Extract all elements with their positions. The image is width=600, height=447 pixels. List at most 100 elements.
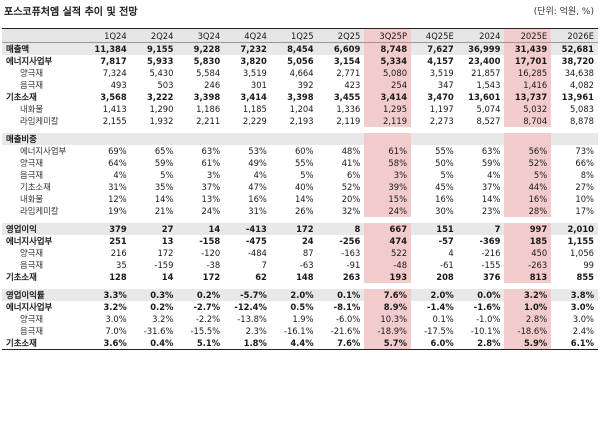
col-header: 1Q25 (270, 28, 318, 43)
row-label: 음극재 (20, 80, 44, 90)
row-label: 매출비중 (2, 133, 84, 145)
table-cell: 13,737 (504, 91, 552, 103)
table-cell: 5,083 (570, 104, 594, 114)
row-label: 에너지사업부 (6, 302, 53, 312)
table-cell: 55% (294, 158, 314, 168)
table-cell: 667 (364, 223, 412, 235)
table-title: 포스코퓨처엠 실적 추이 및 전망 (4, 7, 138, 18)
table-cell: 56% (504, 145, 552, 157)
table-cell: 246 (204, 80, 221, 90)
table-row: 양극재 7,324 5,430 5,584 3,519 4,664 2,771 5,080 3,… (2, 67, 598, 79)
table-cell: 7.6% (364, 289, 412, 301)
table-cell: 4,157 (427, 56, 454, 66)
table-cell: 59% (154, 158, 174, 168)
table-cell: 5,032 (504, 103, 552, 115)
table-cell: 36,999 (457, 42, 505, 55)
table-cell: 3.0% (570, 302, 594, 312)
table-cell: -17.5% (424, 326, 454, 336)
table-cell: 0.2% (177, 289, 225, 301)
table-cell: 5.7% (364, 337, 412, 350)
table-cell: 73% (575, 146, 594, 156)
table-cell: 5% (300, 170, 314, 180)
table-cell (270, 133, 318, 145)
table-cell: -18.6% (504, 325, 552, 337)
table-cell: 2.3% (245, 326, 267, 336)
table-cell: 63% (201, 146, 221, 156)
table-cell: 423 (344, 80, 361, 90)
col-header: 2Q24 (130, 28, 178, 43)
table-cell: -2.2% (195, 314, 221, 324)
row-label: 기초소재 (6, 92, 37, 102)
table-cell: 0.2% (150, 302, 174, 312)
table-cell (504, 133, 552, 145)
table-cell (84, 133, 131, 145)
table-cell: 5% (160, 170, 174, 180)
table-cell: 4.4% (270, 337, 318, 350)
table-cell: 1,295 (364, 103, 412, 115)
table-cell: -13.8% (237, 314, 267, 324)
table-cell: 23% (481, 206, 501, 216)
table-row: 라임케미칼 2,155 1,932 2,211 2,229 2,193 2,119 2,119… (2, 115, 598, 127)
table-cell: 6.0% (411, 337, 458, 350)
row-label: 에너지사업부 (20, 146, 67, 156)
table-cell: 392 (297, 80, 314, 90)
table-cell: 26% (294, 206, 314, 216)
table-cell: 63% (481, 146, 501, 156)
table-cell: 450 (504, 247, 552, 259)
row-label: 내화물 (20, 104, 44, 114)
table-cell: -16.1% (283, 326, 314, 336)
table-cell: 12% (108, 194, 127, 204)
table-cell: 14 (161, 272, 174, 282)
table-cell: 5.1% (177, 337, 225, 350)
table-row: 에너지사업부 3.2% 0.2% -2.7% -12.4% 0.5% -8.1% 8.9% -1… (2, 301, 598, 313)
table-cell: -63 (299, 260, 314, 270)
table-cell: 39% (364, 181, 412, 193)
row-label: 라임케미칼 (20, 206, 59, 216)
table-cell: 3,568 (100, 92, 127, 102)
table-cell: 522 (364, 247, 412, 259)
table-cell: 2,211 (196, 116, 221, 126)
table-cell: -18.9% (364, 325, 412, 337)
table-cell: 1,932 (149, 116, 174, 126)
table-cell: 5,056 (287, 56, 314, 66)
table-cell: 7,817 (100, 56, 127, 66)
table-cell: 5,830 (193, 56, 221, 66)
table-cell: 38,720 (561, 56, 594, 66)
table-cell: 0.5% (290, 302, 314, 312)
table-cell: 7,627 (411, 42, 458, 55)
table-cell: 813 (504, 271, 552, 283)
table-cell: 172 (270, 223, 318, 235)
table-cell: 254 (364, 79, 412, 91)
table-cell: 20% (341, 194, 361, 204)
table-cell: 2.8% (457, 337, 505, 350)
table-cell: 3,414 (364, 91, 412, 103)
table-cell: -484 (247, 248, 267, 258)
table-row: 기초소재 128 14 172 62 148 263 193 208 376 813 855 (2, 271, 598, 283)
table-cell: 49% (248, 158, 267, 168)
table-cell (224, 133, 271, 145)
table-cell: 2,273 (429, 116, 454, 126)
table-cell: 28% (504, 205, 552, 217)
row-label: 에너지사업부 (6, 56, 53, 66)
col-header: 2026E (551, 28, 598, 43)
table-cell: -163 (341, 248, 361, 258)
header-corner (2, 28, 84, 43)
table-cell: 65% (154, 146, 174, 156)
table-cell: 2,229 (242, 116, 267, 126)
table-row: 매출비중 (2, 133, 598, 145)
table-cell: 60% (294, 146, 314, 156)
table-cell: 1,413 (102, 104, 127, 114)
col-header: 2025E (504, 28, 552, 43)
table-cell: 503 (157, 80, 174, 90)
table-cell: 44% (504, 181, 552, 193)
table-cell: -21.6% (330, 326, 361, 336)
row-label: 라임케미칼 (20, 116, 59, 126)
table-cell: 14% (294, 194, 314, 204)
table-cell: 35% (154, 182, 174, 192)
header-row: 1Q24 2Q24 3Q24 4Q24 1Q25 2Q25 3Q25P 4Q25… (2, 28, 598, 43)
table-cell: -57 (438, 236, 454, 246)
table-cell: 16% (248, 194, 267, 204)
table-cell: 3,154 (333, 56, 361, 66)
table-cell: 2,119 (336, 116, 361, 126)
table-cell: 251 (109, 236, 127, 246)
